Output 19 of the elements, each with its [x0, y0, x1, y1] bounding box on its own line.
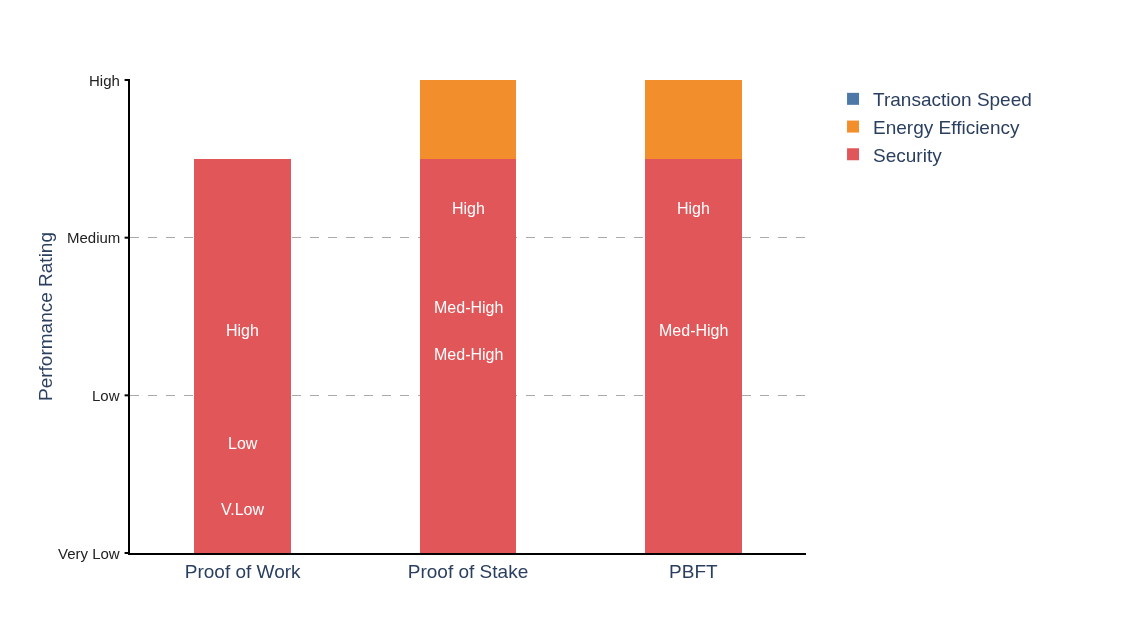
text: Very Low [58, 545, 120, 562]
annotation: Med-High [434, 346, 504, 363]
legend-label: Energy Efficiency [873, 116, 1020, 138]
x-tick-label: Proof of Stake [407, 560, 529, 582]
legend-label: Security [873, 144, 943, 166]
annotation: Med-High [659, 322, 729, 339]
annotation: V.Low [221, 501, 265, 518]
annotation: High [452, 200, 485, 217]
annotation: High [226, 322, 259, 339]
text: Medium [67, 229, 121, 246]
legend-label: Transaction Speed [873, 89, 1032, 111]
x-tick-label: Proof of Work [184, 560, 302, 582]
y-axis-title: Performance Rating [35, 232, 57, 401]
text: High [89, 72, 120, 89]
x-tick-label: PBFT [669, 560, 718, 582]
annotation: Med-High [434, 299, 504, 316]
annotation: High [677, 200, 710, 217]
text: Low [92, 387, 120, 404]
annotation: Low [228, 435, 258, 452]
